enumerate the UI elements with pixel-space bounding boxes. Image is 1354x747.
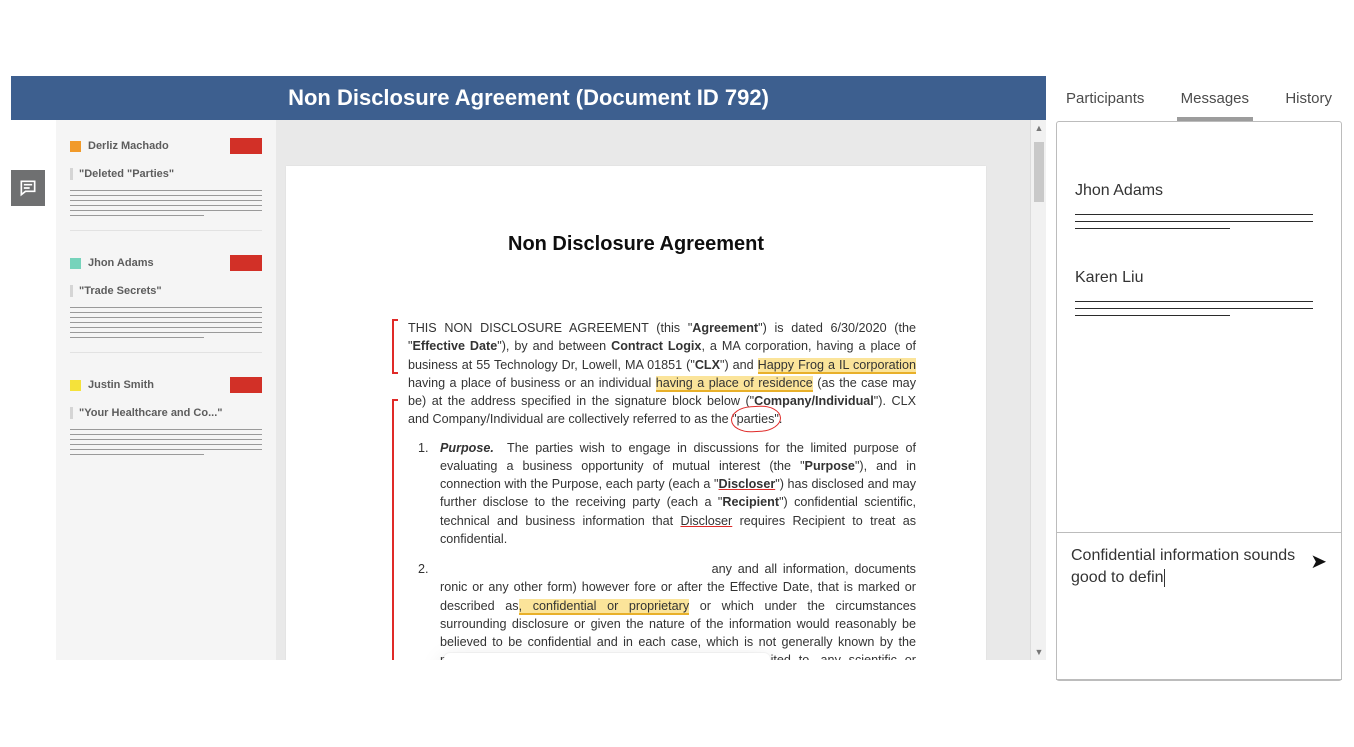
message-author: Jhon Adams (1075, 182, 1323, 200)
document-header: Non Disclosure Agreement (Document ID 79… (11, 76, 1046, 120)
author-swatch (70, 380, 81, 391)
highlight-confidential: , confidential or proprietary (519, 599, 690, 615)
message-author: Karen Liu (1075, 269, 1323, 287)
send-icon[interactable]: ➤ (1310, 549, 1327, 574)
list-item-purpose: 1. Purpose. The parties wish to engage i… (408, 439, 916, 549)
scroll-up-button[interactable]: ▲ (1031, 120, 1046, 136)
panel-tabs: Participants Messages History (1056, 76, 1342, 121)
intro-paragraph: THIS NON DISCLOSURE AGREEMENT (this "Agr… (408, 319, 916, 429)
scroll-down-button[interactable]: ▼ (1031, 644, 1046, 660)
comments-panel: Derliz Machado "Deleted "Parties" Jhon A… (56, 120, 276, 660)
page-title: Non Disclosure Agreement (356, 230, 916, 259)
scrollbar[interactable]: ▲ ▼ (1030, 120, 1046, 660)
author-swatch (70, 141, 81, 152)
document-viewport[interactable]: ▲ ▼ Non Disclosure Agreement THIS NON DI… (276, 120, 1046, 660)
tab-messages[interactable]: Messages (1177, 84, 1253, 121)
message-item[interactable]: Jhon Adams (1075, 182, 1323, 229)
comments-toggle[interactable] (11, 170, 45, 206)
comment-preview (70, 307, 262, 338)
comment-preview (70, 190, 262, 216)
priority-tag (230, 377, 262, 393)
list-item-confidential-info: 2. Confidential Information. The term sh… (408, 558, 916, 660)
comment-author: Jhon Adams (88, 257, 223, 269)
priority-tag (230, 255, 262, 271)
compose-box[interactable]: Confidential information sounds good to … (1056, 532, 1342, 680)
comment-author: Justin Smith (88, 379, 223, 391)
chat-panel: Participants Messages History Jhon Adams… (1056, 76, 1342, 681)
comment-block[interactable]: Justin Smith "Your Healthcare and Co..." (70, 377, 262, 455)
comment-author: Derliz Machado (88, 140, 223, 152)
comment-icon (18, 178, 38, 198)
message-item[interactable]: Karen Liu (1075, 269, 1323, 316)
comment-title: "Your Healthcare and Co..." (70, 407, 262, 419)
comment-title: "Trade Secrets" (70, 285, 262, 297)
circled-term: parties (737, 410, 775, 428)
priority-tag (230, 138, 262, 154)
messages-box: Jhon Adams Karen Liu Confidential inform… (1056, 121, 1342, 681)
highlight-residence: having a place of residence (656, 376, 813, 392)
tab-participants[interactable]: Participants (1062, 84, 1148, 121)
change-bracket (392, 319, 398, 374)
comment-block[interactable]: Jhon Adams "Trade Secrets" (70, 255, 262, 353)
highlight-party: Happy Frog a IL corporation (758, 358, 916, 374)
comment-preview (70, 429, 262, 455)
message-preview (1075, 214, 1323, 229)
document-page: Non Disclosure Agreement THIS NON DISCLO… (286, 166, 986, 660)
compose-input[interactable]: Confidential information sounds good to … (1071, 545, 1300, 590)
comment-block[interactable]: Derliz Machado "Deleted "Parties" (70, 138, 262, 231)
tab-history[interactable]: History (1281, 84, 1336, 121)
scroll-thumb[interactable] (1034, 142, 1044, 202)
document-title: Non Disclosure Agreement (Document ID 79… (288, 85, 769, 111)
comment-title: "Deleted "Parties" (70, 168, 262, 180)
inline-edit-popup[interactable]: defend parties recipients h⌶ (444, 653, 770, 660)
change-bracket (392, 399, 398, 660)
message-preview (1075, 301, 1323, 316)
author-swatch (70, 258, 81, 269)
